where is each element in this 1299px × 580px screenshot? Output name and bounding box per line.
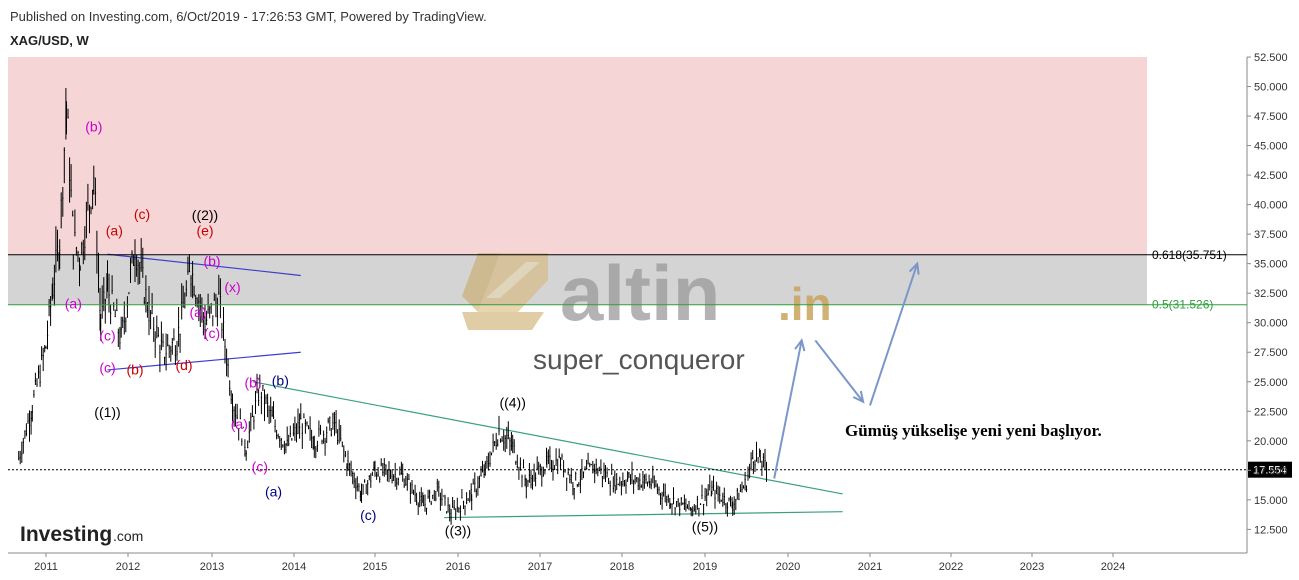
x-tick-label: 2022 bbox=[939, 561, 963, 573]
y-tick-label: 27.500 bbox=[1254, 347, 1288, 359]
x-tick-label: 2016 bbox=[446, 561, 470, 573]
wave-label: (d) bbox=[175, 357, 192, 373]
wave-label: (c) bbox=[134, 206, 150, 222]
investing-logo[interactable]: Investing .com bbox=[20, 523, 143, 546]
wave-label: (c) bbox=[252, 459, 268, 475]
arrow-head bbox=[794, 338, 806, 352]
fib-zone-1 bbox=[8, 254, 1147, 305]
arrow-shaft bbox=[869, 263, 919, 406]
wave-label: (c) bbox=[360, 507, 376, 523]
last-price-line: 17.554 bbox=[8, 461, 1292, 478]
x-tick-label: 2024 bbox=[1101, 561, 1125, 573]
trendline-3 bbox=[444, 511, 843, 519]
arrow-head bbox=[908, 261, 920, 275]
x-tick-label: 2014 bbox=[282, 561, 306, 573]
y-tick-label: 40.000 bbox=[1254, 200, 1288, 212]
projection-arrow-1 bbox=[814, 339, 865, 404]
y-tick-label: 25.000 bbox=[1254, 377, 1288, 389]
trendline-0 bbox=[107, 253, 301, 277]
y-tick-label: 52.500 bbox=[1254, 52, 1288, 64]
y-tick-label: 30.000 bbox=[1254, 318, 1288, 330]
symbol-title: XAG/USD, W bbox=[10, 33, 89, 48]
wave-labels: (b) (a) (c) (c) ((1)) (a) (c) (b) (d) (e)((2)) (b)… bbox=[65, 118, 718, 538]
y-tick-label: 32.500 bbox=[1254, 288, 1288, 300]
trendlines bbox=[107, 253, 843, 519]
y-tick-label: 47.500 bbox=[1254, 111, 1288, 123]
x-tick-label: 2020 bbox=[776, 561, 800, 573]
price-series bbox=[18, 88, 768, 525]
wave-label: (c) bbox=[204, 325, 220, 341]
wave-label: (a) bbox=[231, 416, 248, 432]
investing-logo-text: Investing bbox=[20, 523, 112, 546]
arrow-head bbox=[852, 390, 865, 404]
x-tick-label: 2017 bbox=[528, 561, 552, 573]
last-price-value: 17.554 bbox=[1253, 465, 1287, 477]
wave-label: (c) bbox=[99, 327, 115, 343]
x-axis: 2011 2012 2013 2014 2015 2016 2017 2018 2019 2020… bbox=[34, 553, 1125, 573]
wave-label: (a) bbox=[265, 483, 282, 499]
fib-zone-0 bbox=[8, 57, 1147, 255]
y-tick-label: 20.000 bbox=[1254, 436, 1288, 448]
watermark-text: altin bbox=[560, 249, 720, 337]
x-tick-label: 2015 bbox=[363, 561, 387, 573]
wave-label: (b) bbox=[126, 362, 143, 378]
y-tick-label: 15.000 bbox=[1254, 495, 1288, 507]
wave-label: (x) bbox=[224, 279, 240, 295]
arrow-shaft bbox=[814, 339, 864, 403]
author-name: super_conqueror bbox=[533, 344, 745, 375]
x-tick-label: 2012 bbox=[116, 561, 140, 573]
wave-label: ((3)) bbox=[445, 522, 471, 538]
x-tick-label: 2011 bbox=[34, 561, 58, 573]
annotation-text: Gümüş yükselişe yeni yeni başlıyor. bbox=[845, 421, 1102, 440]
y-tick-label: 42.500 bbox=[1254, 170, 1288, 182]
fib-label-1: 0.5(31.526) bbox=[1152, 298, 1213, 312]
x-tick-label: 2023 bbox=[1020, 561, 1044, 573]
published-info: Published on Investing.com, 6/Oct/2019 -… bbox=[10, 9, 487, 24]
y-tick-label: 17.500 bbox=[1254, 465, 1288, 477]
watermark-suffix: .in bbox=[778, 278, 832, 330]
projection-arrow-0 bbox=[773, 338, 806, 479]
wave-label: (b) bbox=[203, 253, 220, 269]
trendline-2 bbox=[252, 381, 843, 495]
x-tick-label: 2021 bbox=[858, 561, 882, 573]
altin-watermark: altin .in bbox=[462, 249, 832, 337]
wave-label: (b) bbox=[85, 118, 102, 134]
y-tick-label: 45.000 bbox=[1254, 141, 1288, 153]
projection-arrows bbox=[773, 261, 920, 479]
altin-logo-icon bbox=[462, 253, 548, 330]
y-tick-label: 12.500 bbox=[1254, 524, 1288, 536]
wave-label: (a) bbox=[65, 296, 82, 312]
arrow-shaft bbox=[773, 340, 803, 479]
fib-zones bbox=[8, 57, 1147, 305]
wave-label: (b) bbox=[272, 372, 289, 388]
x-tick-label: 2019 bbox=[693, 561, 717, 573]
last-price-badge bbox=[1248, 461, 1292, 478]
x-tick-label: 2018 bbox=[610, 561, 634, 573]
fib-label-0: 0.618(35.751) bbox=[1152, 248, 1227, 262]
projection-arrow-2 bbox=[869, 261, 920, 406]
wave-label: (a) bbox=[106, 222, 123, 238]
wave-label: (e) bbox=[196, 222, 213, 238]
wave-label: ((2)) bbox=[192, 207, 218, 223]
y-tick-label: 22.500 bbox=[1254, 406, 1288, 418]
wave-label: (b) bbox=[244, 375, 261, 391]
wave-label: (c) bbox=[99, 359, 115, 375]
wave-label: ((5)) bbox=[692, 519, 718, 535]
y-tick-label: 35.000 bbox=[1254, 259, 1288, 271]
price-bars bbox=[18, 88, 768, 525]
wave-label: ((1)) bbox=[94, 404, 120, 420]
fib-lines: 0.618(35.751) 0.5(31.526) bbox=[8, 248, 1247, 312]
trendline-1 bbox=[107, 351, 301, 371]
y-tick-label: 37.500 bbox=[1254, 229, 1288, 241]
y-tick-label: 50.000 bbox=[1254, 82, 1288, 94]
y-axis: 12.500 15.000 17.500 20.000 22.500 25.000 27.5… bbox=[1247, 52, 1288, 536]
wave-label: (a) bbox=[189, 304, 206, 320]
x-tick-label: 2013 bbox=[200, 561, 224, 573]
investing-logo-suffix: .com bbox=[113, 528, 143, 544]
wave-label: ((4)) bbox=[499, 395, 525, 411]
